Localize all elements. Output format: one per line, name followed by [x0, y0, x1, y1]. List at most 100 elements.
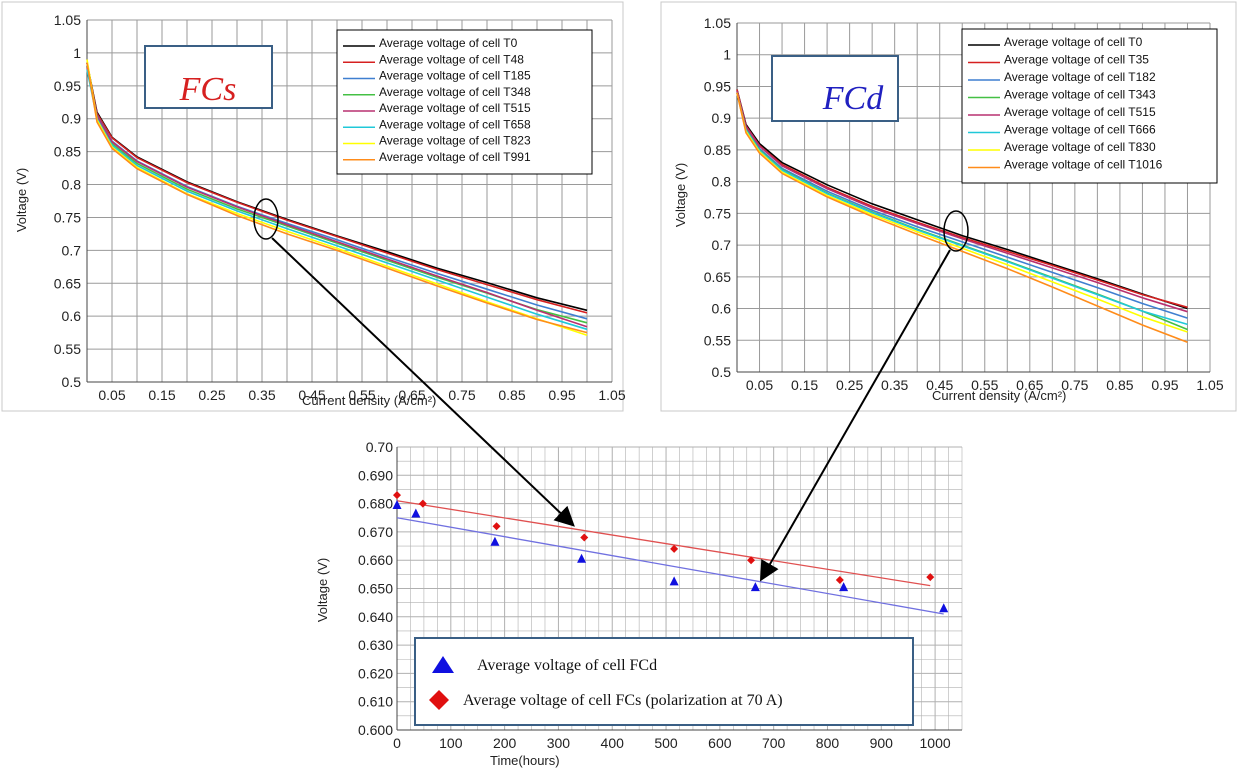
chart-tag: FCs	[179, 71, 237, 108]
legend-label: Average voltage of cell T185	[379, 69, 531, 83]
y-tick-label: 0.75	[704, 205, 731, 221]
y-tick-label: 0.600	[358, 722, 393, 738]
y-tick-label: 0.640	[358, 609, 393, 625]
x-tick-label: 900	[870, 735, 894, 751]
y-tick-label: 0.8	[712, 174, 732, 190]
y-tick-label: 0.630	[358, 637, 393, 653]
y-tick-label: 0.65	[704, 269, 731, 285]
legend-label: Average voltage of cell T48	[379, 52, 524, 66]
fcd-data-point	[939, 603, 949, 613]
y-tick-label: 0.7	[712, 237, 732, 253]
legend-label: Average voltage of cell T0	[379, 36, 518, 50]
legend-label: Average voltage of cell T35	[1004, 53, 1149, 67]
series-line-5	[736, 90, 1188, 313]
fcs-data-point	[580, 533, 589, 542]
x-axis-label: Time(hours)	[490, 753, 560, 768]
x-tick-label: 1000	[920, 735, 951, 751]
y-tick-label: 0.9	[62, 111, 82, 127]
fcd-data-point	[411, 508, 421, 518]
series-line-1	[736, 89, 1188, 310]
fcd-arrow	[760, 249, 951, 582]
legend-label: Average voltage of cell T658	[379, 117, 531, 131]
fcs-data-point	[393, 491, 401, 500]
y-tick-label: 0.95	[704, 78, 731, 94]
x-tick-label: 0.85	[498, 387, 525, 403]
y-tick-label: 0.65	[54, 275, 81, 291]
legend-diamond-icon	[429, 690, 449, 710]
chart-tag-box	[771, 55, 899, 122]
y-tick-label: 0.610	[358, 694, 393, 710]
fcd-highlight-ellipse	[943, 210, 969, 252]
legend-label: Average voltage of cell T823	[379, 134, 531, 148]
legend-box	[336, 29, 593, 175]
x-tick-label: 0.95	[548, 387, 575, 403]
y-tick-label: 0.620	[358, 665, 393, 681]
x-tick-label: 0.55	[348, 387, 375, 403]
x-tick-label: 0.65	[1016, 377, 1043, 393]
fcd-data-point	[392, 500, 402, 510]
y-axis-label: Voltage (V)	[14, 168, 29, 232]
y-tick-label: 0.690	[358, 467, 393, 483]
x-tick-label: 0.15	[148, 387, 175, 403]
y-tick-label: 0.5	[712, 364, 732, 380]
x-tick-label: 400	[601, 735, 625, 751]
y-tick-label: 0.95	[54, 78, 81, 94]
y-tick-label: 0.85	[704, 142, 731, 158]
fcs-trend-line	[396, 500, 931, 587]
fcs-data-point	[747, 556, 756, 565]
series-line-2	[86, 62, 588, 314]
time-chart: 0.600 0.610 0.620 0.630 0.640 0.650 0.660 0.670…	[315, 439, 963, 768]
legend-label: Average voltage of cell T0	[1004, 35, 1143, 49]
y-tick-label: 0.650	[358, 581, 393, 597]
y-axis-label: Voltage (V)	[315, 558, 330, 622]
y-tick-label: 1.05	[54, 12, 81, 28]
fcd-data-point	[839, 582, 849, 592]
x-tick-label: 0.55	[971, 377, 998, 393]
fcs-arrow	[271, 237, 575, 527]
x-tick-label: 0.35	[248, 387, 275, 403]
y-axis-label: Voltage (V)	[673, 163, 688, 227]
fcs-data-point	[492, 522, 501, 531]
y-tick-label: 0.6	[62, 308, 82, 324]
fcs-data-point	[835, 576, 844, 585]
legend-box	[414, 637, 914, 726]
fcs-highlight-ellipse	[253, 198, 279, 240]
series-line-5	[86, 67, 588, 328]
y-tick-label: 0.6	[712, 301, 732, 317]
chart-tag: FCd	[822, 80, 884, 117]
x-tick-label: 0.45	[298, 387, 325, 403]
y-tick-label: 0.70	[366, 439, 393, 455]
x-tick-label: 0.05	[746, 377, 773, 393]
x-tick-label: 800	[816, 735, 840, 751]
fcd-trend-line	[396, 517, 944, 615]
legend-box	[961, 28, 1218, 184]
x-tick-label: 0.75	[1061, 377, 1088, 393]
x-tick-label: 700	[762, 735, 786, 751]
x-tick-label: 0.75	[448, 387, 475, 403]
x-tick-label: 1.05	[598, 387, 625, 403]
y-tick-label: 0.660	[358, 552, 393, 568]
legend-label: Average voltage of cell FCd	[477, 657, 657, 674]
series-line-8	[86, 62, 588, 334]
legend-label: Average voltage of cell T182	[1004, 70, 1156, 84]
x-tick-label: 0.05	[98, 387, 125, 403]
fcd-data-point	[577, 553, 587, 563]
x-tick-label: 0.25	[198, 387, 225, 403]
legend-label: Average voltage of cell T515	[379, 101, 531, 115]
y-tick-label: 0.7	[62, 242, 82, 258]
x-tick-label: 0	[393, 735, 401, 751]
x-tick-label: 500	[654, 735, 678, 751]
y-tick-label: 0.75	[54, 209, 81, 225]
x-tick-label: 1.05	[1196, 377, 1223, 393]
x-tick-label: 0.85	[1106, 377, 1133, 393]
series-line-6	[86, 69, 588, 331]
fcd-data-point	[750, 582, 760, 592]
fcs-data-point	[670, 544, 679, 553]
y-tick-label: 0.5	[62, 374, 82, 390]
y-tick-label: 0.670	[358, 524, 393, 540]
fcd-data-point	[669, 576, 679, 586]
y-tick-label: 1	[73, 45, 81, 61]
x-tick-label: 200	[493, 735, 517, 751]
y-tick-label: 0.680	[358, 496, 393, 512]
legend-label: Average voltage of cell T343	[1004, 88, 1156, 102]
